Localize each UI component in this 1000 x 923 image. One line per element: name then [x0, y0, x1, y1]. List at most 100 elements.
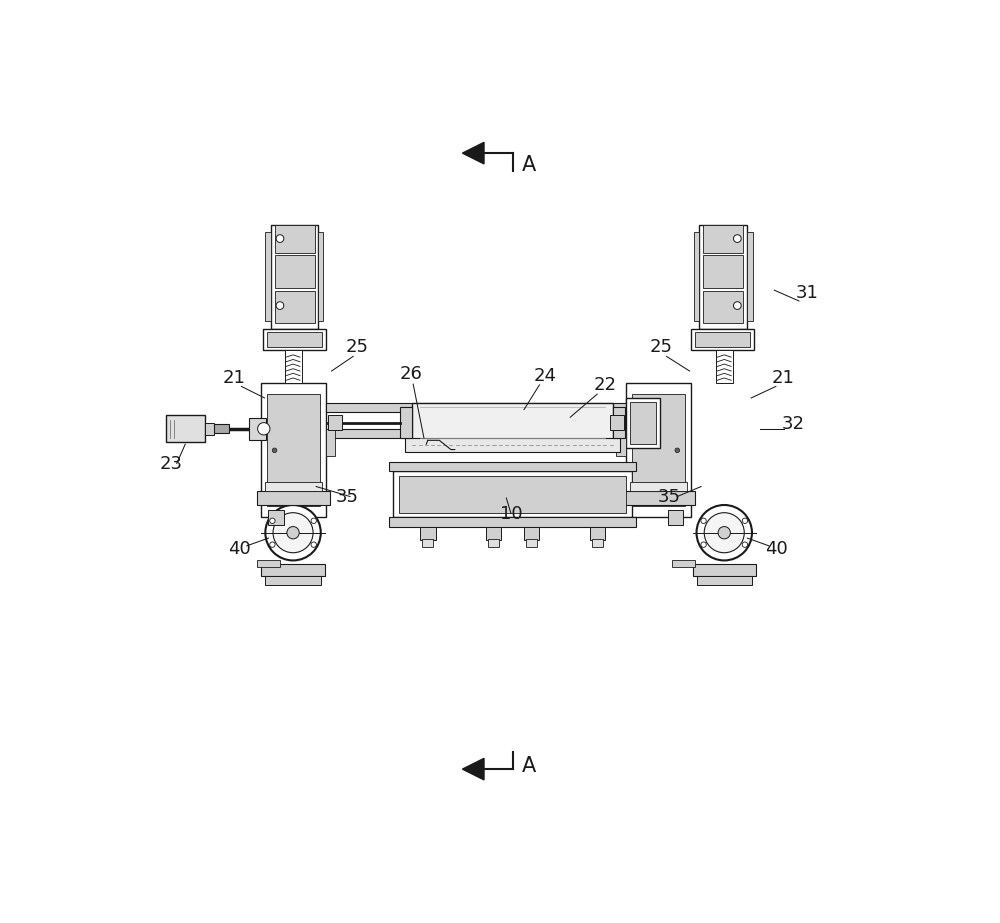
Bar — [697, 576, 752, 585]
Circle shape — [276, 302, 284, 309]
Bar — [389, 462, 636, 471]
Circle shape — [733, 234, 741, 243]
Text: 22: 22 — [593, 377, 616, 394]
Bar — [486, 526, 501, 541]
Bar — [257, 491, 330, 505]
Bar — [393, 471, 632, 517]
Circle shape — [675, 448, 680, 452]
Circle shape — [704, 512, 744, 553]
Text: 25: 25 — [650, 338, 673, 355]
Bar — [405, 438, 620, 452]
Bar — [257, 560, 280, 567]
Bar — [668, 509, 683, 525]
Bar — [249, 418, 266, 439]
Text: 40: 40 — [228, 540, 251, 557]
Circle shape — [311, 542, 316, 547]
Bar — [703, 291, 743, 322]
Bar — [399, 475, 626, 512]
Bar — [630, 482, 687, 491]
Text: A: A — [522, 155, 536, 175]
Bar — [693, 564, 756, 576]
Polygon shape — [462, 142, 484, 164]
Bar — [400, 407, 412, 438]
Bar — [267, 394, 320, 506]
Bar — [389, 517, 636, 526]
Bar — [267, 331, 322, 347]
Text: 24: 24 — [534, 367, 557, 385]
Text: 23: 23 — [160, 455, 183, 473]
Bar — [265, 576, 321, 585]
Bar — [422, 539, 433, 546]
Text: 21: 21 — [222, 368, 245, 387]
Bar — [610, 415, 624, 430]
Circle shape — [701, 542, 706, 547]
Bar — [626, 398, 660, 448]
Circle shape — [276, 234, 284, 243]
Bar — [695, 331, 750, 347]
Bar — [672, 560, 695, 567]
Text: 40: 40 — [765, 540, 788, 557]
Circle shape — [270, 542, 275, 547]
Bar — [326, 429, 626, 438]
Bar — [524, 526, 539, 541]
Bar — [592, 539, 603, 546]
Bar — [590, 526, 605, 541]
Bar — [263, 329, 326, 350]
Text: 26: 26 — [399, 365, 422, 383]
Bar — [326, 429, 335, 456]
Circle shape — [742, 518, 748, 523]
Bar — [275, 224, 315, 253]
Bar — [420, 526, 436, 541]
Bar — [699, 224, 747, 329]
Bar — [265, 233, 271, 321]
Circle shape — [270, 518, 275, 523]
Bar — [626, 382, 691, 517]
Bar — [747, 233, 753, 321]
Bar — [275, 255, 315, 288]
Text: 31: 31 — [795, 284, 818, 302]
Bar — [214, 425, 229, 434]
Bar — [328, 415, 342, 430]
Bar — [488, 539, 499, 546]
Text: A: A — [522, 756, 536, 776]
Circle shape — [733, 302, 741, 309]
Circle shape — [718, 526, 730, 539]
Circle shape — [265, 505, 321, 560]
Bar — [622, 491, 695, 505]
Bar — [326, 402, 626, 412]
Bar — [694, 233, 699, 321]
Circle shape — [742, 542, 748, 547]
Bar — [613, 407, 625, 438]
Bar — [268, 509, 284, 525]
Circle shape — [697, 505, 752, 560]
Bar — [271, 224, 318, 329]
Bar — [412, 402, 613, 443]
Bar — [261, 564, 325, 576]
Bar — [526, 539, 537, 546]
Bar — [691, 329, 754, 350]
Bar — [265, 482, 322, 491]
Circle shape — [287, 526, 299, 539]
Text: 10: 10 — [500, 505, 522, 522]
Text: 35: 35 — [335, 488, 358, 506]
Circle shape — [258, 423, 270, 435]
Bar — [616, 429, 626, 456]
Bar — [630, 402, 656, 444]
Text: 21: 21 — [772, 368, 795, 387]
Bar — [632, 394, 685, 506]
Bar — [261, 382, 326, 517]
Bar — [703, 255, 743, 288]
Bar — [205, 423, 214, 435]
Bar — [318, 233, 323, 321]
Text: 32: 32 — [782, 414, 805, 433]
Bar — [703, 224, 743, 253]
Circle shape — [273, 512, 313, 553]
Bar — [166, 415, 205, 442]
Bar — [285, 350, 302, 382]
Text: 35: 35 — [657, 488, 680, 506]
Circle shape — [272, 448, 277, 452]
Bar — [716, 350, 733, 382]
Text: 25: 25 — [345, 338, 368, 355]
Bar — [275, 291, 315, 322]
Circle shape — [311, 518, 316, 523]
